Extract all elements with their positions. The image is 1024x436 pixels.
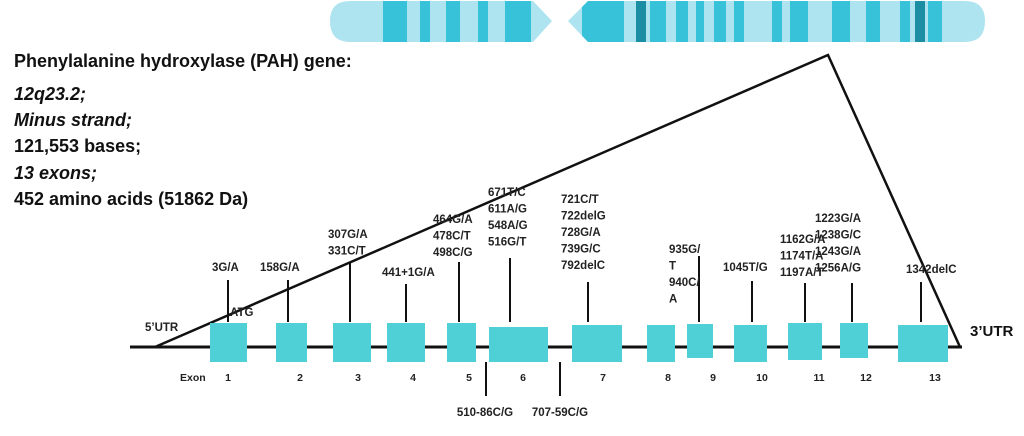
mutation-label: 548A/G bbox=[488, 220, 528, 232]
mutation-label: 721C/T bbox=[561, 194, 599, 206]
exon-box bbox=[210, 323, 247, 362]
exon-box bbox=[840, 323, 868, 358]
mutation-label: 1256A/G bbox=[815, 263, 861, 275]
exon-number: 7 bbox=[600, 372, 606, 384]
mutation-label: 498C/G bbox=[433, 247, 473, 259]
mutation-label: 722delG bbox=[561, 211, 606, 223]
exon-number: 2 bbox=[297, 372, 303, 384]
exon-number: 13 bbox=[929, 372, 941, 384]
exon-box bbox=[276, 323, 307, 362]
info-line: Phenylalanine hydroxylase (PAH) gene: bbox=[14, 51, 352, 71]
exon-number: 8 bbox=[665, 372, 671, 384]
info-line: 12q23.2; bbox=[14, 84, 86, 104]
mutation-label: 331C/T bbox=[328, 246, 366, 258]
utr5-label: 5’UTR bbox=[145, 322, 179, 334]
exon-box bbox=[387, 323, 425, 362]
info-line: 13 exons; bbox=[14, 163, 97, 183]
exon-box bbox=[734, 325, 767, 362]
info-line: 121,553 bases; bbox=[14, 136, 141, 156]
exon-number: 11 bbox=[813, 372, 824, 384]
atg-label: ATG bbox=[230, 307, 253, 319]
exon-box bbox=[687, 324, 713, 358]
mutation-label: 307G/A bbox=[328, 229, 368, 241]
exon-label: Exon bbox=[180, 372, 206, 384]
mutation-label: 707-59C/G bbox=[532, 407, 588, 419]
exon-number: 3 bbox=[355, 372, 361, 384]
mutation-label: 1162G/A bbox=[780, 234, 825, 246]
mutation-label: 1342delC bbox=[906, 264, 957, 276]
mutation-label: 1174T/A bbox=[780, 251, 823, 263]
exon-box bbox=[788, 323, 822, 360]
mutation-label: 728G/A bbox=[561, 227, 601, 239]
exon-box bbox=[447, 323, 476, 362]
mutation-label: 478C/T bbox=[433, 231, 471, 243]
exon-box bbox=[898, 325, 948, 362]
mutation-label: 441+1G/A bbox=[382, 267, 435, 279]
mutation-label: 1238G/C bbox=[815, 230, 861, 242]
mutation-label: 1045T/G bbox=[723, 262, 768, 274]
mutation-label: 464G/A bbox=[433, 214, 473, 226]
mutation-label: 611A/G bbox=[488, 204, 527, 216]
mutation-label: T bbox=[669, 261, 676, 273]
exon-number: 5 bbox=[466, 372, 472, 384]
chromosome bbox=[330, 1, 985, 42]
mutation-label: 1197A/T bbox=[780, 267, 823, 279]
exon-number: 9 bbox=[710, 372, 716, 384]
mutation-label: 510-86C/G bbox=[457, 407, 513, 419]
exon-box bbox=[489, 327, 548, 362]
exon-box bbox=[572, 325, 622, 362]
utr3-label: 3’UTR bbox=[970, 323, 1014, 340]
exon-number: 4 bbox=[410, 372, 416, 384]
mutation-label: A bbox=[669, 294, 677, 306]
mutation-label: 739G/C bbox=[561, 244, 601, 256]
info-line: Minus strand; bbox=[14, 110, 132, 130]
mutation-label: 671T/C bbox=[488, 187, 526, 199]
mutation-label: 516G/T bbox=[488, 237, 526, 249]
mutation-label: 3G/A bbox=[212, 262, 239, 274]
mutation-label: 940C/ bbox=[669, 277, 700, 289]
exon-number: 12 bbox=[860, 372, 872, 384]
mutation-label: 935G/ bbox=[669, 244, 701, 256]
exon-box bbox=[333, 323, 371, 362]
exon-box bbox=[647, 325, 675, 362]
zoom-triangle bbox=[154, 53, 962, 349]
mutation-label: 158G/A bbox=[260, 262, 300, 274]
info-line: 452 amino acids (51862 Da) bbox=[14, 189, 248, 209]
mutation-label: 1223G/A bbox=[815, 213, 861, 225]
exon-number: 10 bbox=[756, 372, 768, 384]
exon-number: 1 bbox=[225, 372, 231, 384]
mutation-label: 1243G/A bbox=[815, 246, 861, 258]
exon-number: 6 bbox=[520, 372, 526, 384]
mutation-label: 792delC bbox=[561, 260, 605, 272]
